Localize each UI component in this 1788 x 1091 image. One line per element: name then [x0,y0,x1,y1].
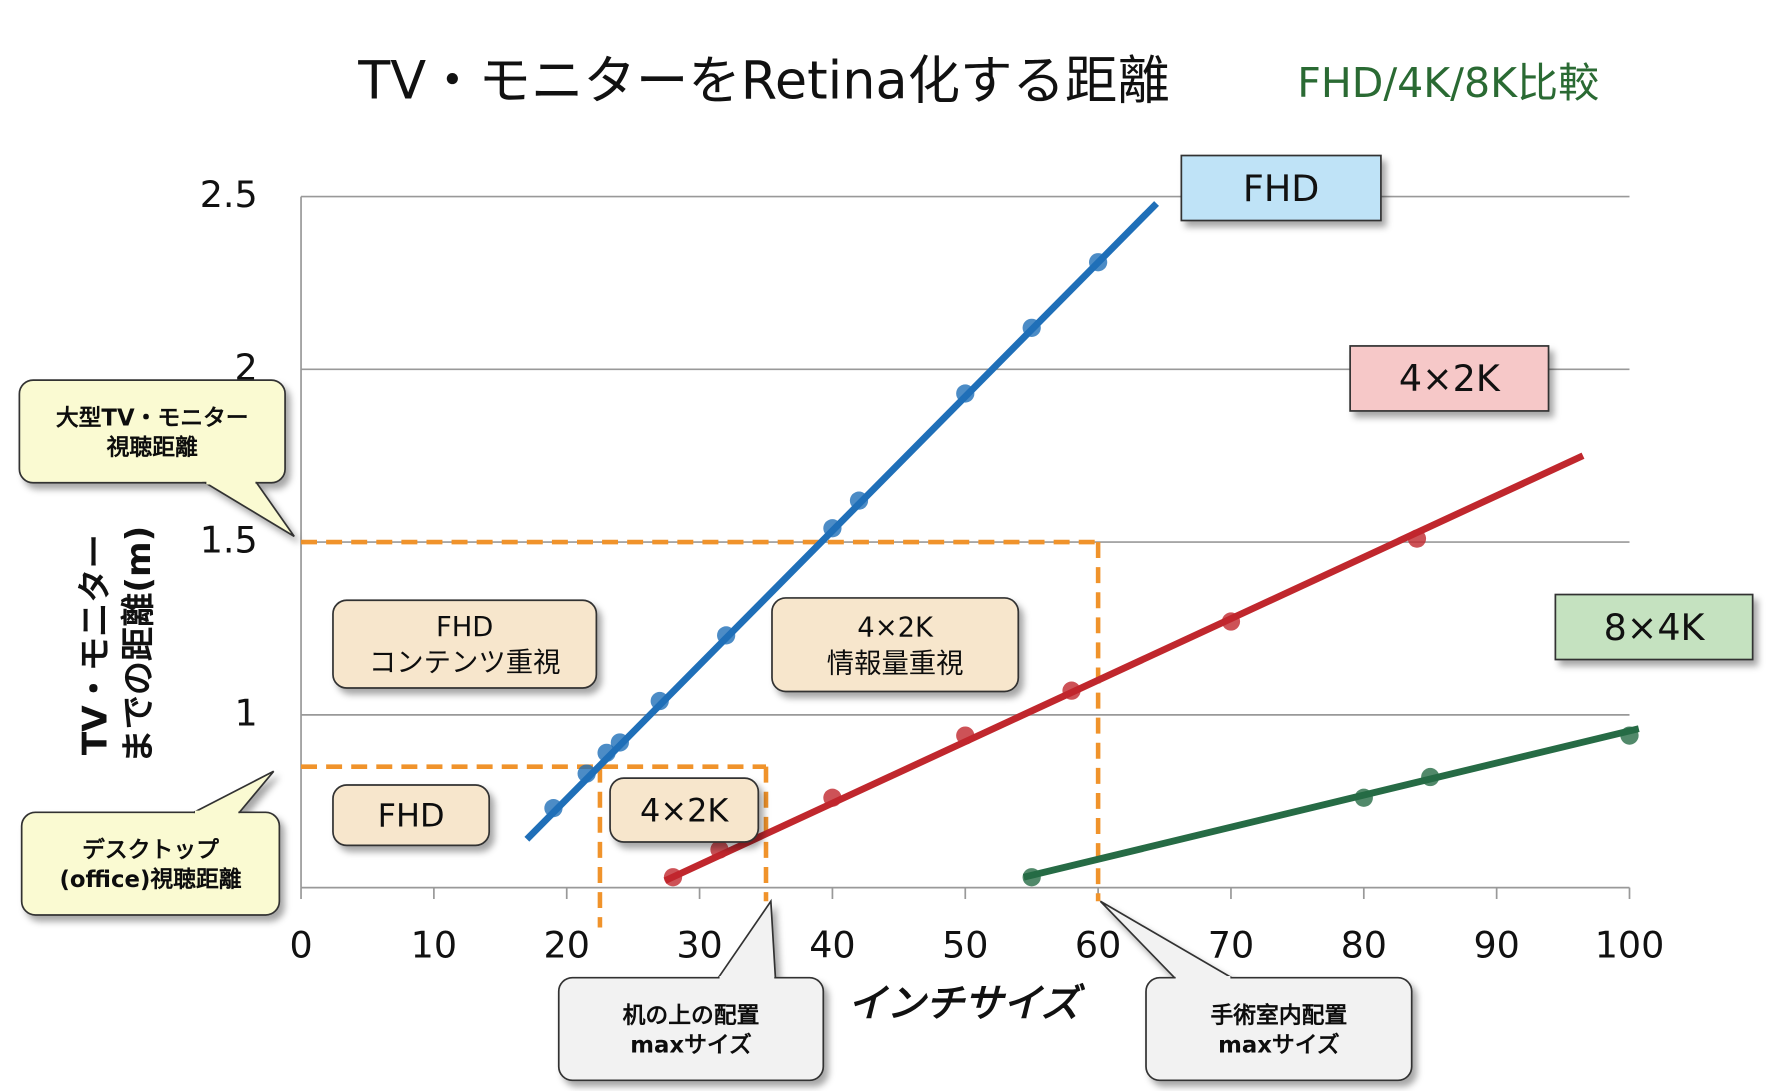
data-point [1022,318,1041,337]
legend-label: FHD [1243,167,1319,210]
x-tick-label: 50 [942,923,988,966]
annotation: デスクトップ(office)視聴距離 [20,770,281,916]
data-point [956,384,975,403]
legend-box [1554,593,1754,661]
annotation-text: maxサイズ [630,1032,752,1059]
x-tick-label: 30 [676,923,722,966]
x-tick-label: 60 [1075,923,1121,966]
annotation: FHD [332,784,491,847]
data-point [663,868,683,887]
data-point [1354,788,1373,807]
x-tick-label: 0 [289,923,312,966]
y-tick-label: 2 [235,346,258,389]
x-tick-label: 80 [1341,923,1387,966]
data-point [1421,767,1440,787]
x-tick-label: 90 [1473,923,1519,966]
annotation-text: デスクトップ [82,837,219,864]
data-point [610,733,629,752]
x-tick-label: 20 [544,923,590,966]
annotation-box [609,777,760,843]
y-tick-label: 1.5 [200,519,258,562]
data-point [717,626,736,645]
annotation: 手術室内配置 maxサイズ [1099,900,1413,1082]
data-point [577,764,596,783]
annotation-box [332,784,491,847]
annotation-text: 情報量重視 [827,648,964,679]
legend-box [1180,154,1382,222]
annotation-text: 4×2K [857,613,934,644]
x-tick-label: 10 [411,923,457,966]
trend-line [524,201,1159,842]
data-point [1221,612,1241,631]
annotation-box [20,811,281,916]
data-point [1407,529,1427,548]
chart-subtitle: FHD/4K/8K比較 [1297,59,1599,107]
annotation-text: 視聴距離 [107,434,198,461]
annotation-text: (office)視聴距離 [59,866,241,893]
annotation: 机の上の配置 maxサイズ [557,898,825,1082]
annotation-text: FHD [436,612,493,643]
chart-title: TV・モニターをRetina化する距離 [357,50,1170,111]
x-tick-label: 40 [809,923,855,966]
annotation-text: 4×2K [640,791,729,829]
data-point [597,743,616,762]
x-axis-label: インチサイズ [848,982,1086,1027]
y-axis-label-line: までの距離(m) [119,526,159,764]
y-axis-label-line: TV・モニター [75,534,115,755]
trend-line [1022,725,1640,881]
legend-box [1349,345,1550,412]
annotation-box [1145,976,1413,1082]
annotation-text: 手術室内配置 [1210,1002,1347,1029]
annotation-text: コンテンツ重視 [369,648,561,679]
annotation-text: maxサイズ [1218,1032,1340,1059]
annotation-text: 机の上の配置 [623,1003,760,1029]
y-tick-label: 2.5 [200,173,258,216]
annotation: 4×2K 情報量重視 [771,597,1020,693]
annotation-text: 大型TV・モニター [56,405,249,431]
y-axis-label: TV・モニター までの距離(m) [75,526,158,764]
annotation-box [771,597,1020,693]
x-tick-label: 70 [1208,923,1254,966]
data-point [823,788,842,807]
data-point [1062,681,1081,700]
data-point [1022,868,1041,887]
trend-line [663,452,1585,884]
data-point [650,691,669,711]
legend-label: 4×2K [1399,357,1501,400]
annotation: FHD コンテンツ重視 [332,599,598,689]
data-point [956,726,975,745]
annotation: 4×2K [609,777,760,843]
annotation-text: FHD [378,796,445,834]
annotation-box [557,976,825,1082]
data-point [1620,726,1639,745]
data-point [1088,253,1108,272]
x-tick-label: 100 [1595,923,1665,966]
data-point [849,491,869,510]
legend-label: 8×4K [1604,606,1706,649]
data-point [544,799,563,818]
data-point [823,519,842,538]
annotation-box [332,599,598,689]
data-point [710,840,729,859]
y-tick-label: 1 [235,691,258,734]
annotation-box [18,379,286,484]
